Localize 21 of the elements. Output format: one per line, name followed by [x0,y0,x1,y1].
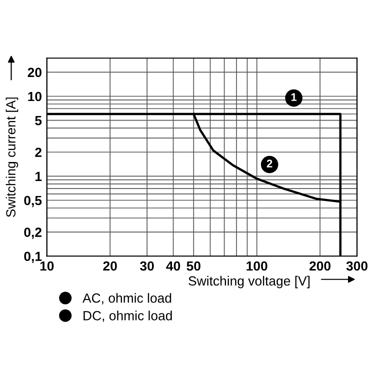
legend-label: DC, ohmic load [84,310,172,322]
y-tick-label: 5 [35,116,42,126]
y-tick-label: 0,2 [24,228,42,239]
y-tick-label: 0,1 [24,252,42,263]
y-tick-label: 2 [35,148,42,157]
x-tick-label: 40 [166,261,180,271]
annotation: 2 [266,160,272,168]
y-tick-label: 0,5 [24,196,42,208]
x-tick-label: 20 [103,261,117,271]
y-tick-label: 10 [28,92,42,102]
y-tick-label: 20 [28,68,42,78]
x-tick-label: 300 [346,261,368,271]
y-tick-label: 1 [36,172,42,181]
x-tick-label: 100 [246,261,268,271]
x-tick-label: 30 [140,261,154,271]
annotation: 1 [291,93,297,101]
legend-label: AC, ohmic load [82,293,172,304]
x-axis-title: Switching voltage [V] [188,276,310,288]
y-axis-title: Switching current [A] [6,98,18,218]
x-tick-label: 50 [186,261,200,271]
x-tick-label: 200 [309,261,330,271]
